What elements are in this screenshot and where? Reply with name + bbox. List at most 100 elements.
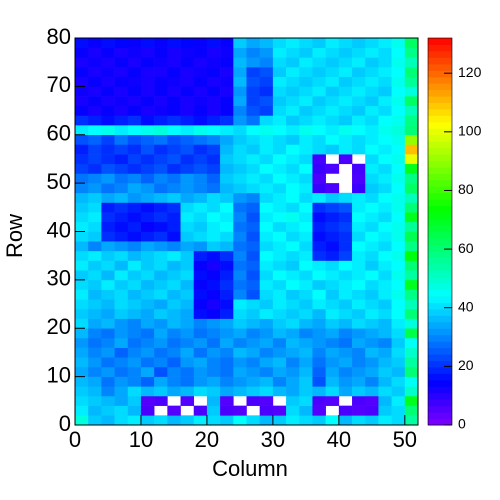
colorbar-segment: [428, 70, 452, 78]
heatmap-cell: [140, 376, 155, 387]
heatmap-cell: [127, 347, 142, 358]
heatmap-cell: [206, 221, 221, 232]
heatmap-cell: [101, 337, 115, 348]
heatmap-cell: [233, 241, 247, 252]
heatmap-cell: [404, 376, 419, 387]
heatmap-cell: [312, 308, 326, 319]
heatmap-cell: [378, 134, 392, 145]
colorbar-segment: [428, 212, 452, 220]
heatmap-cell: [180, 289, 195, 300]
heatmap-cell: [259, 76, 274, 87]
heatmap-cell: [352, 67, 366, 77]
heatmap-cell: [154, 386, 168, 397]
heatmap-cell: [404, 395, 419, 406]
heatmap-cell: [88, 221, 102, 232]
heatmap-cell: [127, 318, 142, 329]
heatmap-cell: [114, 202, 129, 213]
heatmap-cell: [220, 250, 234, 261]
heatmap-cell: [206, 105, 221, 116]
heatmap-cell: [154, 270, 168, 281]
heatmap-cell: [167, 405, 181, 416]
heatmap-cell: [180, 376, 195, 387]
heatmap-cell: [193, 366, 208, 377]
heatmap-cell: [114, 221, 129, 232]
heatmap-cell: [352, 357, 366, 368]
heatmap-cell: [338, 308, 353, 319]
heatmap-cell: [338, 376, 353, 387]
heatmap-cell: [154, 134, 168, 145]
heatmap-cell: [246, 221, 260, 232]
heatmap-cell: [75, 173, 89, 184]
heatmap-cell: [299, 386, 313, 397]
heatmap-cell: [114, 318, 129, 329]
y-axis-label: Row: [2, 214, 27, 258]
heatmap-cell: [378, 376, 392, 387]
heatmap-cell: [101, 376, 115, 387]
heatmap-cell: [338, 57, 353, 68]
heatmap-cell: [365, 221, 379, 232]
heatmap-cell: [193, 386, 208, 397]
heatmap-cell: [338, 134, 353, 145]
heatmap-cell: [180, 395, 195, 406]
heatmap-cell: [140, 241, 155, 252]
colorbar-segment: [428, 102, 452, 110]
heatmap-cell: [312, 279, 326, 290]
heatmap-cell: [378, 221, 392, 232]
heatmap-cell: [167, 241, 181, 252]
heatmap-cell: [338, 405, 353, 416]
heatmap-cell: [259, 299, 274, 310]
heatmap-cell: [233, 163, 247, 174]
heatmap-cell: [338, 202, 353, 213]
heatmap-cell: [246, 347, 260, 358]
heatmap-cell: [378, 289, 392, 300]
heatmap-cell: [365, 279, 379, 290]
heatmap-cell: [312, 183, 326, 194]
heatmap-cell: [286, 395, 300, 406]
heatmap-cell: [127, 105, 142, 116]
heatmap-cell: [167, 134, 181, 145]
heatmap-cell: [391, 76, 406, 87]
heatmap-cell: [193, 260, 208, 271]
heatmap-cell: [286, 308, 300, 319]
heatmap-cell: [167, 183, 181, 194]
heatmap-cell: [338, 144, 353, 155]
heatmap-cell: [193, 241, 208, 252]
heatmap-cell: [101, 289, 115, 300]
heatmap-cell: [140, 192, 155, 203]
heatmap-cell: [140, 173, 155, 184]
colorbar-segment: [428, 218, 452, 226]
heatmap-cell: [140, 289, 155, 300]
heatmap-cell: [286, 279, 300, 290]
heatmap-cell: [206, 299, 221, 310]
colorbar-segment: [428, 121, 452, 129]
heatmap-cell: [404, 96, 419, 107]
heatmap-cell: [391, 328, 406, 339]
heatmap-cell: [101, 163, 115, 174]
colorbar-segment: [428, 308, 452, 316]
heatmap-cell: [286, 366, 300, 377]
colorbar-segment: [428, 296, 452, 303]
colorbar-segment: [428, 38, 452, 45]
heatmap-cell: [272, 96, 287, 107]
heatmap-cell: [378, 154, 392, 165]
heatmap-cell: [272, 405, 287, 416]
heatmap-cell: [352, 76, 366, 87]
heatmap-cell: [365, 308, 379, 319]
heatmap-cell: [246, 250, 260, 261]
heatmap-cell: [259, 163, 274, 174]
heatmap-cell: [88, 270, 102, 281]
heatmap-cell: [127, 47, 142, 58]
heatmap-cell: [127, 289, 142, 300]
heatmap-cell: [220, 144, 234, 155]
heatmap-cell: [259, 125, 274, 136]
heatmap-cell: [75, 192, 89, 203]
heatmap-cell: [101, 270, 115, 281]
colorbar-segment: [428, 83, 452, 91]
heatmap-cell: [338, 415, 353, 426]
heatmap-cell: [246, 125, 260, 136]
heatmap-cell: [180, 308, 195, 319]
heatmap-cell: [206, 115, 221, 126]
heatmap-cell: [365, 212, 379, 223]
heatmap-cell: [140, 86, 155, 97]
x-axis-label: Column: [212, 456, 288, 481]
